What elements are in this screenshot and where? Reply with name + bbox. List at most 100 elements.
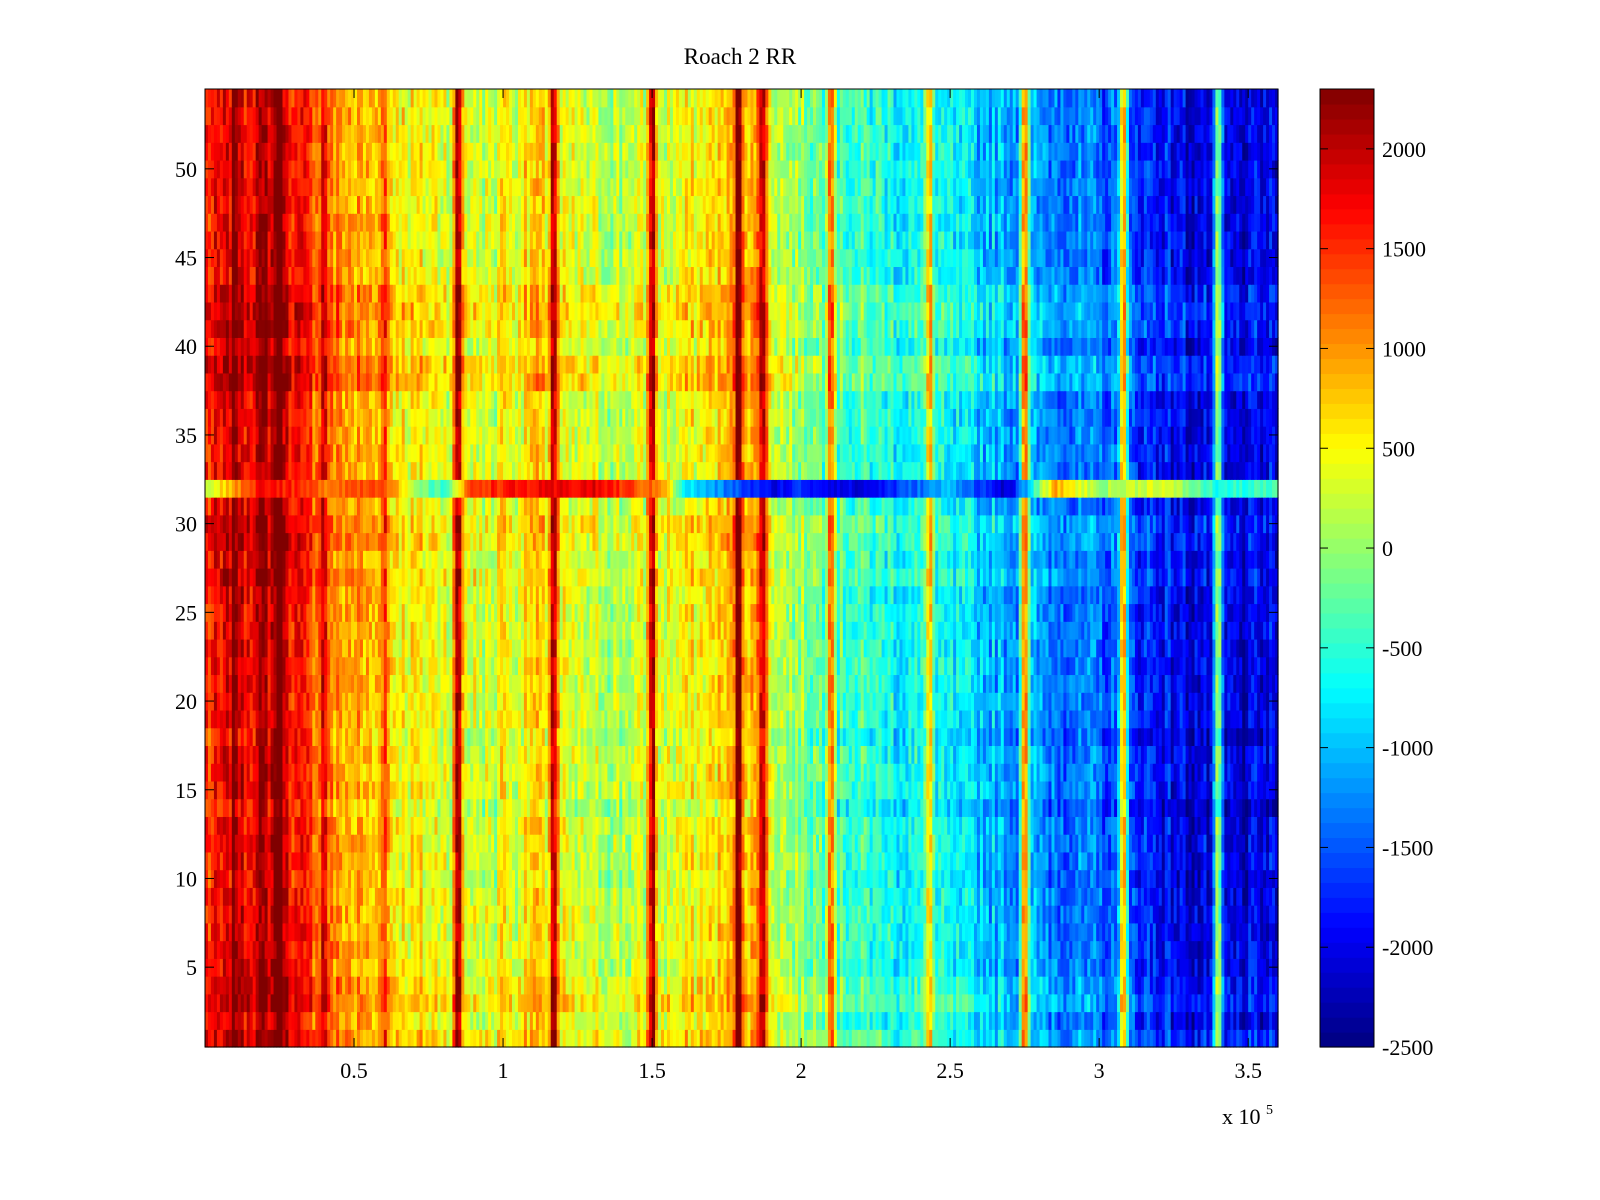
heatmap-cell xyxy=(1194,993,1199,1013)
heatmap-cell xyxy=(1051,976,1056,995)
heatmap-cell xyxy=(1251,887,1255,906)
heatmap-cell xyxy=(267,905,272,924)
heatmap-cell xyxy=(902,905,907,924)
heatmap-cell xyxy=(354,976,358,995)
heatmap-cell xyxy=(494,905,498,924)
heatmap-cell xyxy=(1233,851,1237,871)
heatmap-cell xyxy=(1221,869,1225,888)
heatmap-cell xyxy=(577,940,582,959)
heatmap-cell xyxy=(503,905,507,924)
heatmap-cell xyxy=(854,958,859,977)
heatmap-cell xyxy=(702,798,707,817)
heatmap-cell xyxy=(243,869,248,888)
heatmap-cell xyxy=(562,816,567,835)
heatmap-cell xyxy=(1206,851,1211,871)
heatmap-cell xyxy=(1137,1029,1142,1048)
heatmap-cell xyxy=(497,922,501,942)
heatmap-cell xyxy=(494,1011,498,1030)
heatmap-cell xyxy=(610,798,614,817)
heatmap-cell xyxy=(801,851,805,871)
heatmap-cell xyxy=(830,905,835,924)
heatmap-cell xyxy=(520,993,525,1013)
heatmap-cell xyxy=(1197,993,1202,1013)
heatmap-cell xyxy=(1224,869,1228,888)
heatmap-cell xyxy=(914,869,918,888)
heatmap-cell xyxy=(625,851,629,871)
heatmap-cell xyxy=(1191,993,1196,1013)
heatmap-cell xyxy=(875,851,880,871)
heatmap-cell xyxy=(1140,905,1145,924)
heatmap-cell xyxy=(312,958,316,977)
heatmap-cell xyxy=(306,816,310,835)
heatmap-cell xyxy=(774,940,778,959)
heatmap-cell xyxy=(398,922,403,942)
heatmap-cell xyxy=(231,958,236,977)
heatmap-cell xyxy=(1051,905,1056,924)
heatmap-cell xyxy=(896,993,901,1013)
heatmap-cell xyxy=(681,816,686,835)
heatmap-cell xyxy=(312,1011,316,1030)
heatmap-cell xyxy=(664,798,668,817)
heatmap-cell xyxy=(1188,976,1193,995)
heatmap-cell xyxy=(1093,798,1097,817)
heatmap-cell xyxy=(583,798,588,817)
heatmap-cell xyxy=(279,976,284,995)
heatmap-cell xyxy=(851,993,856,1013)
heatmap-cell xyxy=(440,1029,445,1048)
heatmap-cell xyxy=(887,1029,892,1048)
heatmap-cell xyxy=(392,958,397,977)
heatmap-cell xyxy=(953,816,957,835)
heatmap-cell xyxy=(479,798,483,817)
heatmap-cell xyxy=(643,958,647,977)
heatmap-cell xyxy=(482,887,486,906)
heatmap-cell xyxy=(613,834,617,853)
heatmap-cell xyxy=(658,958,662,977)
heatmap-cell xyxy=(619,1029,623,1048)
heatmap-cell xyxy=(419,834,424,853)
heatmap-cell xyxy=(1197,851,1202,871)
heatmap-cell xyxy=(750,976,755,995)
heatmap-cell xyxy=(1036,798,1041,817)
heatmap-cell xyxy=(589,993,594,1013)
heatmap-cell xyxy=(690,798,695,817)
heatmap-cell xyxy=(252,798,257,817)
heatmap-cell xyxy=(875,922,880,942)
heatmap-cell xyxy=(449,887,453,906)
heatmap-cell xyxy=(410,1011,415,1030)
heatmap-cell xyxy=(634,1011,638,1030)
heatmap-cell xyxy=(595,887,600,906)
heatmap-cell xyxy=(768,993,772,1013)
heatmap-cell xyxy=(1057,834,1062,853)
heatmap-cells xyxy=(205,89,1279,1048)
heatmap-cell xyxy=(664,1011,668,1030)
heatmap-cell xyxy=(935,922,939,942)
heatmap-cell xyxy=(368,1011,373,1030)
heatmap-cell xyxy=(440,940,445,959)
heatmap-cell xyxy=(646,1011,650,1030)
heatmap-cell xyxy=(622,887,626,906)
heatmap-cell xyxy=(938,976,942,995)
heatmap-cell xyxy=(1215,1029,1219,1048)
heatmap-cell xyxy=(1060,834,1064,853)
heatmap-cell xyxy=(395,940,400,959)
heatmap-cell xyxy=(1170,958,1175,977)
heatmap-cell xyxy=(908,993,912,1013)
heatmap-cell xyxy=(395,887,400,906)
heatmap-cell xyxy=(1212,1029,1217,1048)
heatmap-cell xyxy=(1221,940,1225,959)
heatmap-cell xyxy=(640,816,644,835)
heatmap-cell xyxy=(526,905,531,924)
heatmap-cell xyxy=(1066,851,1070,871)
heatmap-cell xyxy=(532,1029,537,1048)
heatmap-cell xyxy=(982,1011,987,1030)
heatmap-cell xyxy=(604,1029,608,1048)
heatmap-cell xyxy=(538,922,543,942)
heatmap-cell xyxy=(410,976,415,995)
heatmap-cell xyxy=(684,887,689,906)
heatmap-cell xyxy=(965,887,969,906)
heatmap-cell xyxy=(357,887,361,906)
heatmap-cell xyxy=(681,940,686,959)
heatmap-cell xyxy=(571,798,576,817)
heatmap-cell xyxy=(720,798,725,817)
heatmap-cell xyxy=(359,834,364,853)
